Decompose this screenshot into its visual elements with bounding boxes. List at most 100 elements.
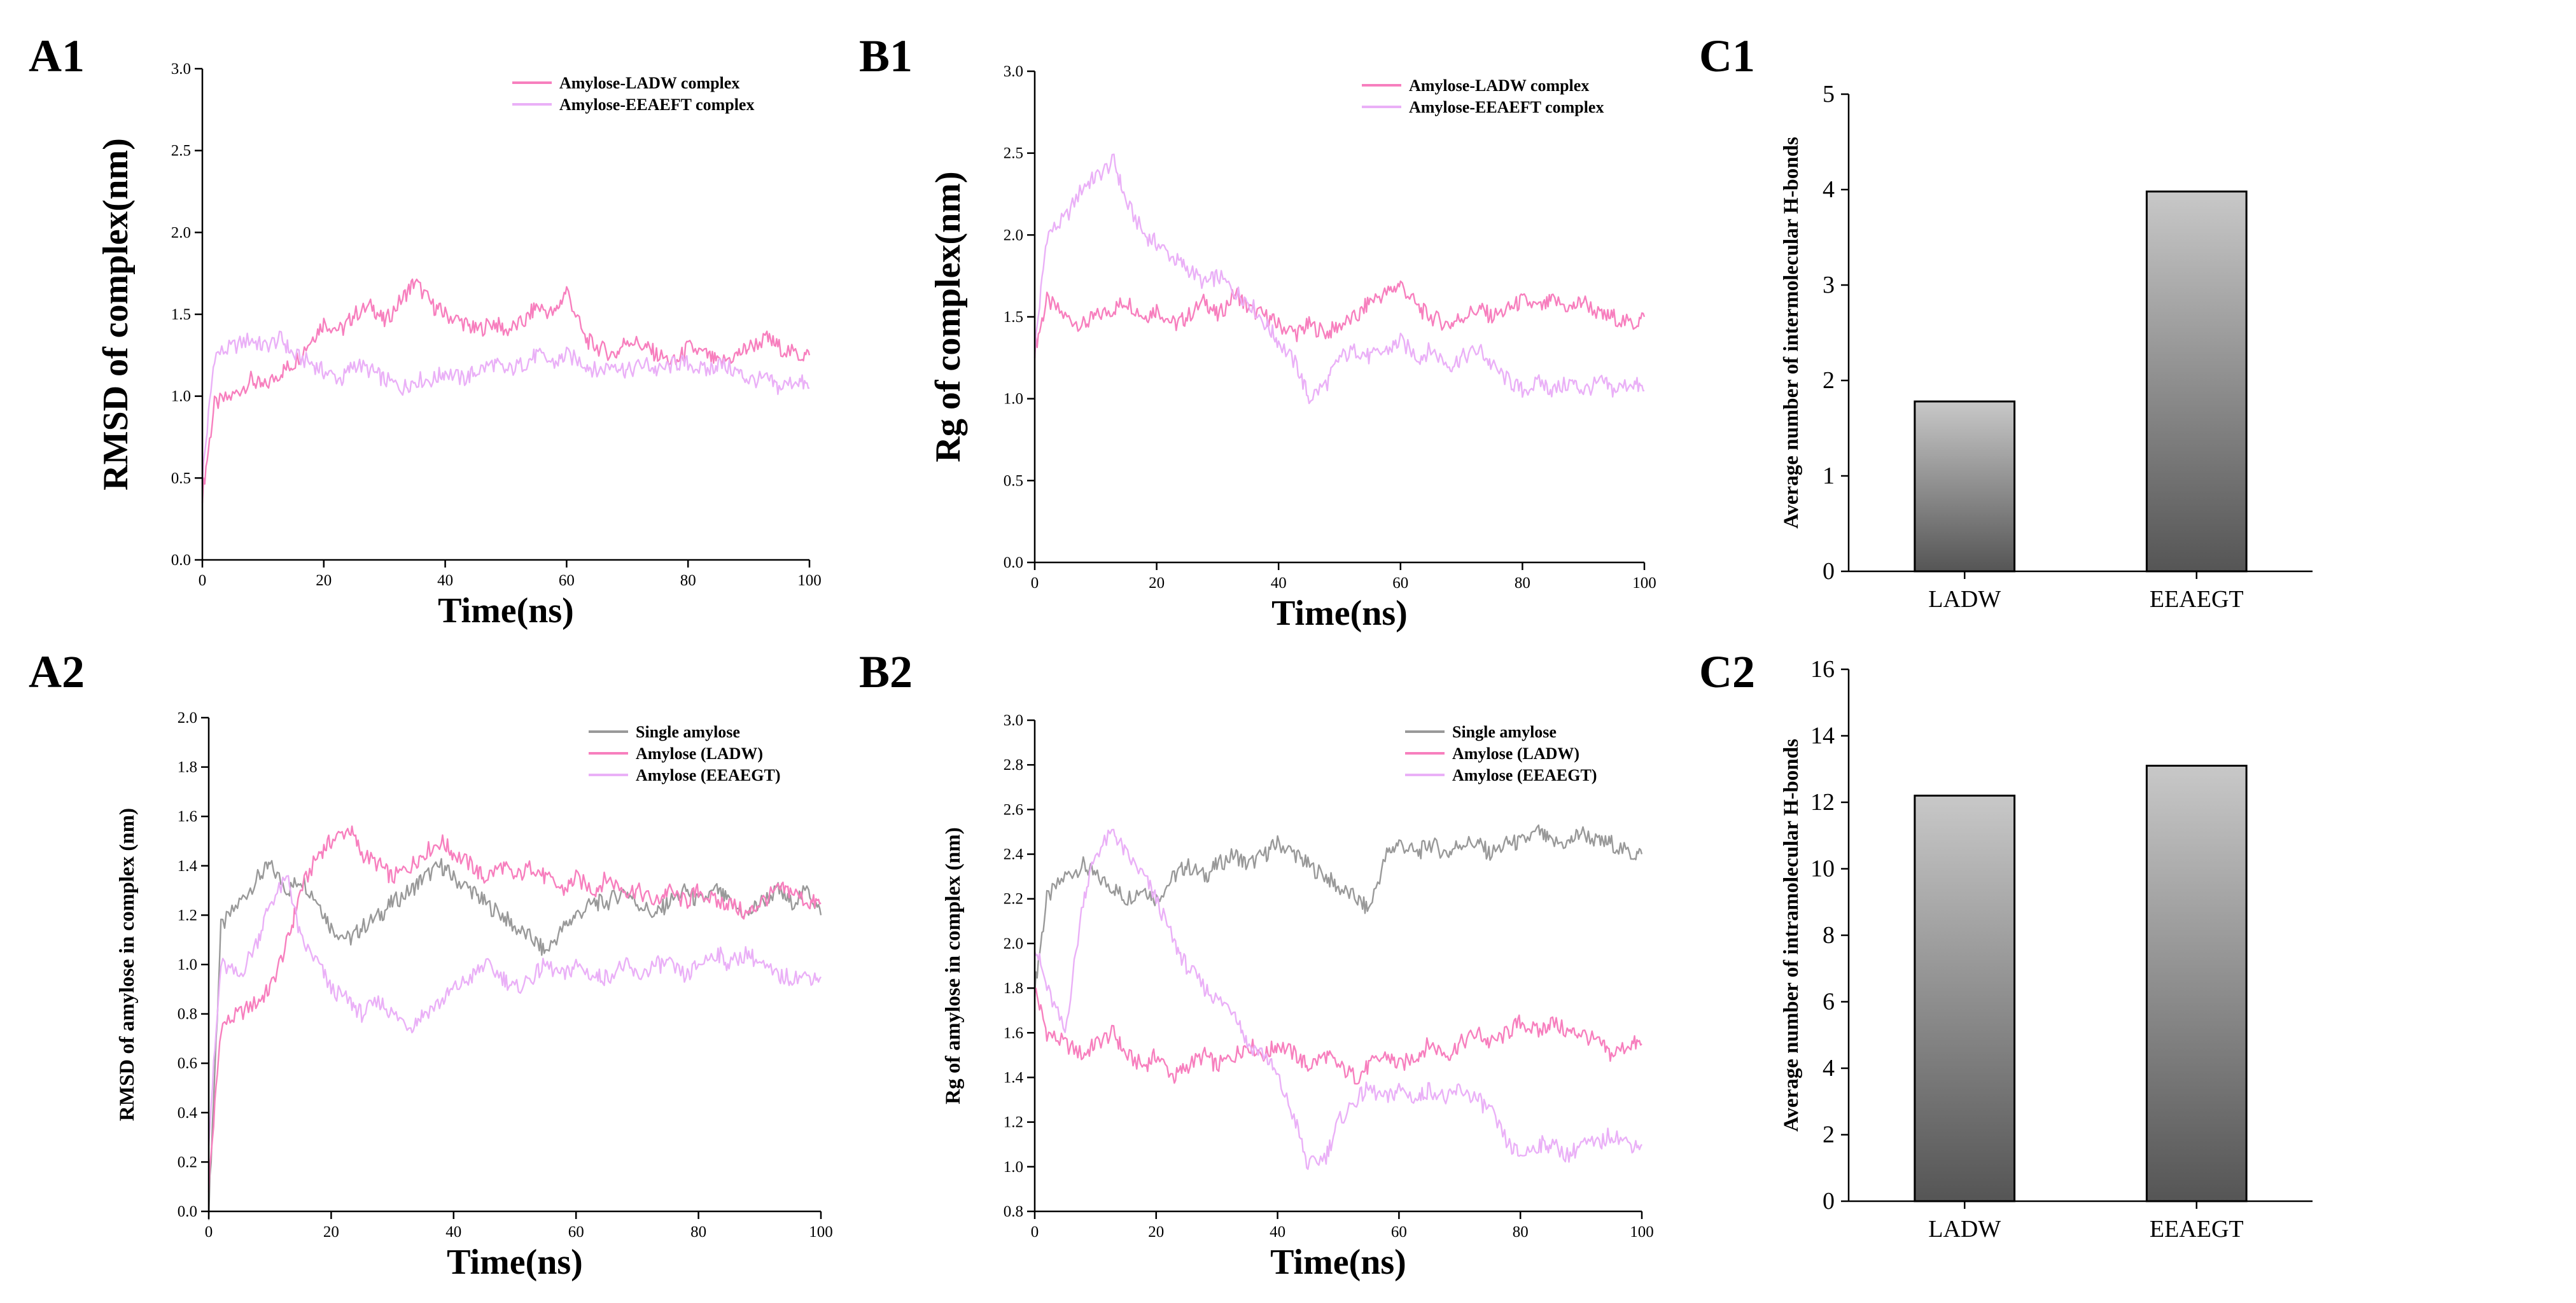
legend-label: Amylose (EEAEGT): [636, 766, 781, 784]
y-tick-label: 8: [1823, 922, 1835, 949]
y-axis-title: Rg of complex(nm): [928, 171, 968, 462]
series-line-1: [1033, 280, 1646, 359]
y-axis-title: RMSD of amylose in complex (nm): [116, 808, 139, 1121]
y-axis-title: RMSD of complex(nm): [96, 138, 136, 491]
panel-label-a2: A2: [29, 646, 85, 697]
x-axis-title: Time(ns): [438, 591, 574, 631]
y-tick-label: 1.8: [1004, 980, 1023, 997]
y-tick-label: 5: [1823, 81, 1835, 108]
x-tick-label: 80: [1515, 575, 1530, 592]
x-tick-label: 0: [1031, 1223, 1039, 1241]
y-tick-label: 0.5: [171, 470, 191, 487]
y-tick-label: 0.4: [178, 1104, 198, 1122]
y-tick-label: 4: [1823, 176, 1835, 203]
bar: [2145, 190, 2248, 573]
y-tick-label: 0.2: [178, 1153, 197, 1171]
x-tick-label: 20: [316, 572, 332, 589]
legend-label: Amylose (LADW): [636, 744, 763, 763]
x-tick-label: 60: [1391, 1223, 1407, 1241]
x-axis-title: Time(ns): [1270, 1243, 1406, 1282]
y-tick-label: 1.2: [178, 907, 197, 924]
y-tick-label: 2.0: [1004, 226, 1023, 244]
y-axis-title: Average number of intermolecular H-bonds: [1780, 137, 1803, 529]
y-tick-label: 0.5: [1004, 472, 1023, 489]
x-tick-label: 60: [559, 572, 575, 589]
category-label: LADW: [1928, 1216, 2001, 1243]
series-line-1: [1033, 824, 1643, 997]
x-tick-label: 20: [1148, 1223, 1164, 1241]
series-line-2: [201, 330, 810, 484]
y-tick-label: 12: [1810, 789, 1835, 816]
legend-label: Single amylose: [1452, 723, 1557, 741]
x-tick-label: 60: [568, 1223, 584, 1241]
y-tick-label: 14: [1810, 723, 1835, 749]
y-tick-label: 1.2: [1004, 1114, 1023, 1131]
y-tick-label: 1.0: [178, 956, 197, 973]
y-tick-label: 10: [1810, 856, 1835, 882]
chart-c2-intramolecular-hbonds: LADW EEAEGT 0 2 4 6 8 10 12 14 16 Average number of…: [1780, 656, 2313, 1243]
x-tick-label: 20: [323, 1223, 339, 1241]
x-tick-label: 40: [445, 1223, 461, 1241]
series-line-3: [1033, 828, 1643, 1170]
legend-label: Amylose (EEAEGT): [1452, 766, 1597, 784]
chart-b2-rg-amylose: 0 20 40 60 80 100 0.8 1.0 1.2 1.4 1.6 1.8 2.0 2.2 2.4 2…: [942, 712, 1654, 1282]
category-label: LADW: [1928, 586, 2001, 613]
x-axis-title: Time(ns): [447, 1243, 583, 1282]
bar: [1914, 400, 2016, 573]
x-tick-label: 100: [1632, 575, 1656, 592]
y-tick-label: 1.0: [1004, 391, 1023, 408]
x-tick-label: 40: [437, 572, 453, 589]
y-tick-label: 1.4: [178, 858, 198, 875]
series-line-2: [1033, 987, 1642, 1085]
series-line-2: [207, 825, 822, 1192]
y-tick-label: 0: [1823, 558, 1835, 585]
y-tick-label: 2: [1823, 367, 1835, 394]
y-tick-label: 1.5: [171, 306, 191, 323]
x-tick-label: 0: [199, 572, 207, 589]
series-line-2: [1033, 153, 1645, 405]
y-tick-label: 0.8: [178, 1006, 197, 1023]
y-tick-label: 4: [1823, 1055, 1835, 1082]
x-tick-label: 80: [690, 1223, 706, 1241]
category-label: EEAEGT: [2150, 1216, 2244, 1243]
y-tick-label: 6: [1823, 989, 1835, 1015]
x-tick-label: 0: [1031, 575, 1039, 592]
x-axis-title: Time(ns): [1271, 594, 1408, 633]
y-tick-label: 2.0: [178, 709, 197, 727]
series-line-1: [201, 278, 811, 503]
y-tick-label: 2.5: [1004, 145, 1023, 162]
y-tick-label: 2.2: [1004, 891, 1023, 908]
x-tick-label: 100: [797, 572, 822, 589]
chart-b1-rg-complex: 0 20 40 60 80 100 0.0 0.5 1.0 1.5 2.0 2.5 3.0 Time(ns…: [928, 63, 1656, 633]
x-tick-label: 80: [1513, 1223, 1529, 1241]
y-tick-label: 1.0: [171, 388, 191, 405]
y-tick-label: 2.6: [1004, 801, 1023, 818]
y-tick-label: 2.0: [1004, 935, 1023, 952]
legend-label: Single amylose: [636, 723, 740, 741]
legend-label: Amylose-LADW complex: [559, 74, 739, 92]
y-tick-label: 2.5: [171, 143, 191, 160]
x-tick-label: 80: [680, 572, 696, 589]
x-tick-label: 20: [1149, 575, 1165, 592]
series-line-3: [207, 875, 822, 1146]
legend-label: Amylose-LADW complex: [1409, 76, 1589, 95]
y-tick-label: 2.0: [171, 224, 191, 241]
bar: [1914, 795, 2016, 1202]
y-tick-label: 0.0: [1004, 554, 1023, 571]
category-label: EEAEGT: [2150, 586, 2244, 613]
chart-a2-rmsd-amylose: 0 20 40 60 80 100 0.0 0.2 0.4 0.6 0.8 1.0 1.2 1.4 1.6 1…: [116, 709, 833, 1282]
y-tick-label: 0.0: [171, 552, 191, 569]
y-axis-title: Rg of amylose in complex (nm): [942, 827, 965, 1104]
panel-label-a1: A1: [29, 31, 85, 81]
y-tick-label: 1.0: [1004, 1159, 1023, 1176]
y-tick-label: 2.8: [1004, 756, 1023, 774]
panel-label-c1: C1: [1699, 31, 1755, 81]
y-tick-label: 0: [1823, 1188, 1835, 1215]
y-tick-label: 3: [1823, 272, 1835, 298]
panel-label-b1: B1: [859, 31, 913, 81]
y-tick-label: 1: [1823, 463, 1835, 489]
x-tick-label: 100: [1630, 1223, 1654, 1241]
y-tick-label: 0.8: [1004, 1203, 1023, 1220]
legend-label: Amylose-EEAEFT complex: [1409, 98, 1604, 116]
